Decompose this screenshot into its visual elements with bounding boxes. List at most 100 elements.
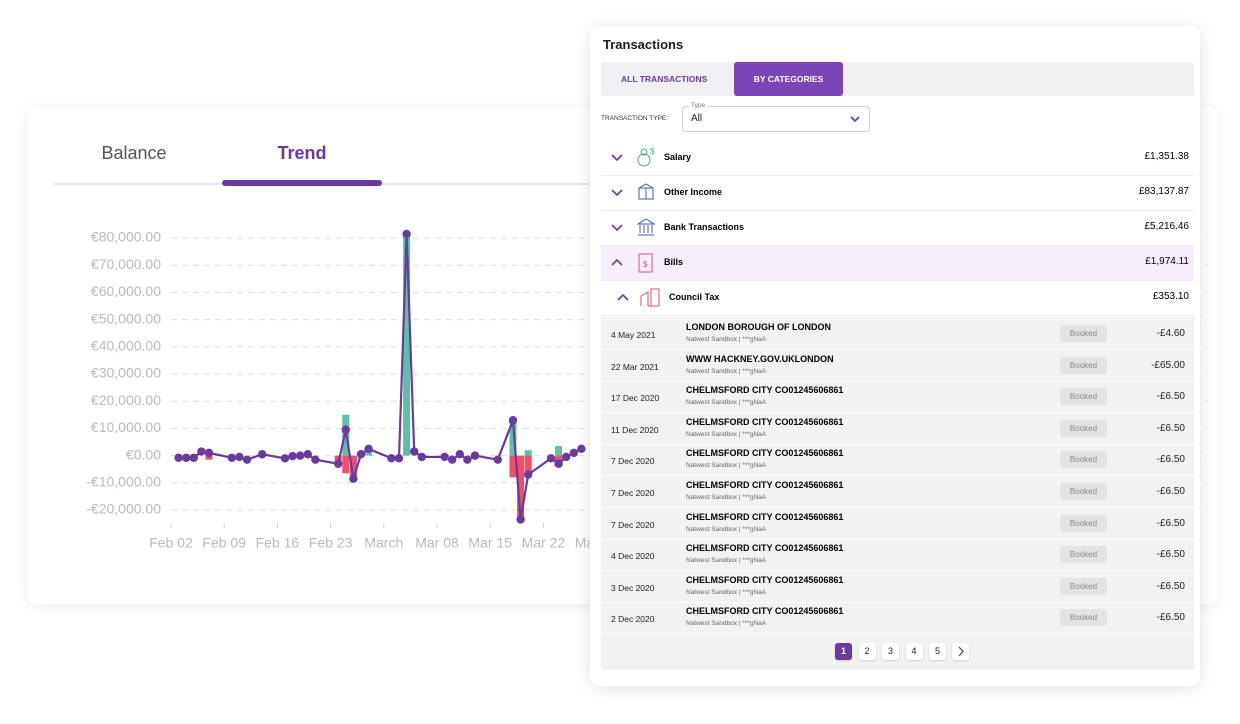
trend-point — [356, 450, 366, 459]
income-icon — [638, 183, 654, 200]
chevron-down — [611, 224, 623, 232]
transaction-amount: -£6.50 — [1156, 454, 1185, 466]
transaction-row[interactable]: 3 Dec 2020 CHELMSFORD CITY CO01245606861 N… — [601, 571, 1194, 603]
trend-point — [562, 452, 571, 462]
transaction-row[interactable]: 7 Dec 2020 CHELMSFORD CITY CO01245606861 N… — [601, 476, 1194, 508]
bar — [517, 455, 525, 519]
transaction-name: CHELMSFORD CITY CO01245606861 — [686, 543, 844, 554]
svg-text:$: $ — [643, 260, 648, 269]
transaction-name: CHELMSFORD CITY CO01245606861 — [686, 480, 844, 490]
x-tick-label: Feb 16 — [256, 535, 300, 551]
bar — [349, 455, 357, 478]
chevron-down — [611, 154, 623, 162]
trend-point — [349, 474, 358, 483]
transaction-name: CHELMSFORD CITY CO01245606861 — [686, 574, 844, 585]
y-tick-label: €10,000.00 — [91, 419, 161, 435]
transaction-amount: -£6.50 — [1156, 549, 1185, 561]
category-amount: £5,216.46 — [1144, 221, 1190, 232]
trend-point — [387, 454, 396, 463]
transaction-account: Natwest Sandbox | ***gNaA — [686, 494, 767, 501]
trend-point — [227, 453, 236, 462]
transaction-row[interactable]: 7 Dec 2020 CHELMSFORD CITY CO01245606861 N… — [601, 508, 1194, 540]
trend-point — [258, 450, 267, 459]
transactions-panel: Transactions ALL TRANSACTIONS BY CATEGOR… — [590, 26, 1200, 686]
category-row[interactable]: $ Bills £1,974.11 — [601, 246, 1194, 281]
by-categories-tab-bg[interactable] — [734, 62, 843, 96]
chevron-up — [611, 258, 623, 266]
trend-point — [182, 453, 191, 462]
transaction-amount: -£6.50 — [1156, 422, 1185, 434]
category-name: Salary — [664, 152, 692, 162]
trend-point — [235, 452, 244, 462]
bar — [509, 420, 517, 456]
transaction-date: 7 Dec 2020 — [611, 488, 655, 498]
trend-point — [189, 453, 198, 462]
bank-icon — [636, 218, 656, 236]
category-row[interactable]: $ Salary £1,351.38 — [601, 141, 1194, 176]
trend-point — [204, 448, 214, 458]
all-transactions-tab[interactable]: ALL TRANSACTIONS — [621, 74, 708, 84]
next-page[interactable] — [952, 643, 969, 660]
transaction-account: Natwest Sandbox | ***gNaA — [686, 525, 767, 533]
trend-point — [493, 455, 502, 464]
y-tick-label: €70,000.00 — [91, 256, 161, 272]
by-categories-tab[interactable]: BY CATEGORIES — [753, 74, 824, 84]
chevron-up — [617, 293, 629, 301]
page-button[interactable]: 5 — [929, 643, 946, 660]
transaction-row[interactable]: 11 Dec 2020 CHELMSFORD CITY CO01245606861… — [601, 413, 1194, 445]
page-button[interactable]: 2 — [858, 643, 876, 660]
transaction-account: Natwest Sandbox | ***gNaA — [686, 588, 767, 596]
transaction-amount: -£6.50 — [1156, 391, 1185, 403]
transaction-name: CHELMSFORD CITY CO01245606861 — [686, 416, 844, 427]
trend-point — [577, 444, 586, 453]
transaction-account: Natwest Sandbox | ***gNaA — [686, 462, 767, 470]
transaction-account: Natwest Sandbox | ***gNaA — [686, 620, 767, 628]
transaction-amount: -£4.60 — [1156, 328, 1185, 339]
subcategory-row[interactable]: Council Tax £353.10 — [601, 281, 1194, 316]
x-tick-label: Mar 22 — [522, 535, 566, 551]
bar — [342, 455, 350, 474]
trend-point — [288, 451, 297, 461]
trend-point — [402, 229, 411, 239]
transaction-date: 11 Dec 2020 — [611, 424, 659, 435]
bar — [524, 450, 532, 456]
transaction-row[interactable]: 4 Dec 2020 CHELMSFORD CITY CO01245606861 N… — [601, 539, 1194, 572]
type-select[interactable] — [682, 106, 870, 132]
page-button[interactable]: 4 — [905, 643, 923, 660]
category-row[interactable]: Other Income £83,137.87 — [601, 176, 1194, 211]
transaction-status: Booked — [1060, 388, 1107, 406]
transaction-row[interactable]: 22 Mar 2021 WWW HACKNEY.GOV.UKLONDON Natwe… — [601, 350, 1194, 382]
x-tick-label: March — [364, 535, 403, 551]
category-row[interactable]: Bank Transactions £5,216.46 — [601, 211, 1194, 246]
category-name: Bank Transactions — [664, 222, 745, 232]
transaction-row[interactable]: 17 Dec 2020 CHELMSFORD CITY CO01245606861… — [601, 381, 1194, 414]
page-button[interactable]: 3 — [882, 643, 899, 660]
trend-point — [174, 453, 183, 462]
y-tick-label: €30,000.00 — [91, 365, 161, 381]
balance-tab[interactable]: Balance — [101, 143, 166, 163]
transaction-row[interactable]: 2 Dec 2020 CHELMSFORD CITY CO01245606861 N… — [601, 602, 1194, 635]
trend-point — [546, 454, 556, 463]
trend-point — [417, 452, 426, 462]
salary-icon: $ — [637, 147, 655, 167]
transaction-date: 3 Dec 2020 — [611, 582, 655, 593]
filter-label: TRANSACTION TYPE: — [601, 115, 669, 122]
trend-point — [197, 447, 206, 456]
page-button[interactable]: 1 — [835, 643, 852, 660]
bar — [205, 455, 213, 460]
y-tick-label: €80,000.00 — [91, 229, 161, 245]
trend-point — [455, 450, 464, 459]
transaction-row[interactable]: 4 May 2021 LONDON BOROUGH OF LONDON Natwes… — [601, 318, 1194, 350]
transaction-row[interactable]: 7 Dec 2020 CHELMSFORD CITY CO01245606861 N… — [601, 444, 1194, 477]
y-tick-label: €20,000.00 — [91, 392, 161, 408]
active-tab-indicator — [222, 180, 382, 186]
trend-point — [516, 515, 525, 524]
trend-point — [569, 448, 578, 458]
trend-point — [311, 455, 320, 464]
transaction-status: Booked — [1060, 356, 1107, 374]
trend-point — [394, 454, 404, 463]
trend-tab[interactable]: Trend — [277, 143, 326, 163]
transaction-status: Booked — [1060, 546, 1107, 564]
bar — [524, 455, 532, 474]
